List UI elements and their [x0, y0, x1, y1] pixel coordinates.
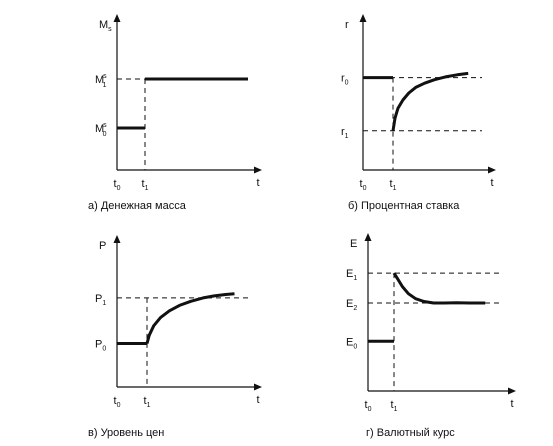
- series-line-1: [145, 292, 235, 344]
- y-axis-arrow: [364, 233, 372, 241]
- x-tick-label-t0: t0: [360, 178, 367, 192]
- chart-price-level: Pt t0 t1 P1 P0: [95, 235, 262, 409]
- x-axis-arrow: [488, 166, 496, 174]
- y-axis-label: E: [350, 238, 357, 250]
- y-axis-label: P: [99, 240, 106, 252]
- caption-price-level: в) Уровень цен: [88, 427, 165, 439]
- panel-money-supply: Ms t t0 t1 Ms 1 Ms 0 а) Денежная масса: [0, 0, 276, 223]
- x-axis-label: t: [510, 398, 513, 410]
- x-axis-arrow: [254, 166, 262, 174]
- chart-exchange-rate: Et t0 t1 E1 E2 E0: [346, 233, 516, 413]
- y-axis-arrow: [359, 14, 367, 22]
- y-tick-label-1: r1: [341, 126, 349, 140]
- y-tick-label-0: E1: [346, 268, 357, 282]
- y-tick-label-0: P1: [95, 293, 106, 307]
- y-tick-label-0: r0: [341, 73, 349, 87]
- y-tick-label-1: P0: [95, 338, 106, 352]
- y-tick-label-1: Ms 0: [95, 122, 107, 138]
- x-axis-label: t: [256, 177, 259, 189]
- y-axis-label: r: [345, 19, 349, 31]
- x-axis-arrow: [508, 387, 516, 395]
- caption-money-supply: а) Денежная масса: [88, 200, 186, 212]
- x-tick-label-t0: t0: [365, 399, 372, 413]
- y-tick-label-2: E0: [346, 336, 357, 350]
- x-tick-label-t1: t1: [144, 395, 151, 409]
- x-tick-label-t1: t1: [391, 399, 398, 413]
- series-line-1: [392, 272, 486, 305]
- chart-interest-rate: r t t0 t1 r0 r1: [341, 14, 496, 192]
- caption-interest-rate: б) Процентная ставка: [348, 200, 460, 212]
- x-axis-arrow: [254, 383, 262, 391]
- series-line-1: [391, 71, 469, 132]
- chart-money-supply: Ms t t0 t1 Ms 1 Ms 0: [95, 14, 262, 192]
- x-tick-label-t0: t0: [114, 178, 121, 192]
- x-axis-label: t: [490, 177, 493, 189]
- y-axis-arrow: [113, 14, 121, 22]
- x-axis-label: t: [256, 394, 259, 406]
- x-tick-label-t1: t1: [390, 178, 397, 192]
- x-tick-label-t0: t0: [114, 395, 121, 409]
- caption-exchange-rate: г) Валютный курс: [366, 427, 455, 439]
- y-tick-label-1: E2: [346, 298, 357, 312]
- y-axis-label: Ms: [99, 19, 112, 33]
- panel-interest-rate: r t t0 t1 r0 r1 б) Процентная ставка: [276, 0, 552, 223]
- y-tick-label-0: Ms 1: [95, 73, 107, 89]
- y-axis-arrow: [113, 235, 121, 243]
- x-tick-label-t1: t1: [142, 178, 149, 192]
